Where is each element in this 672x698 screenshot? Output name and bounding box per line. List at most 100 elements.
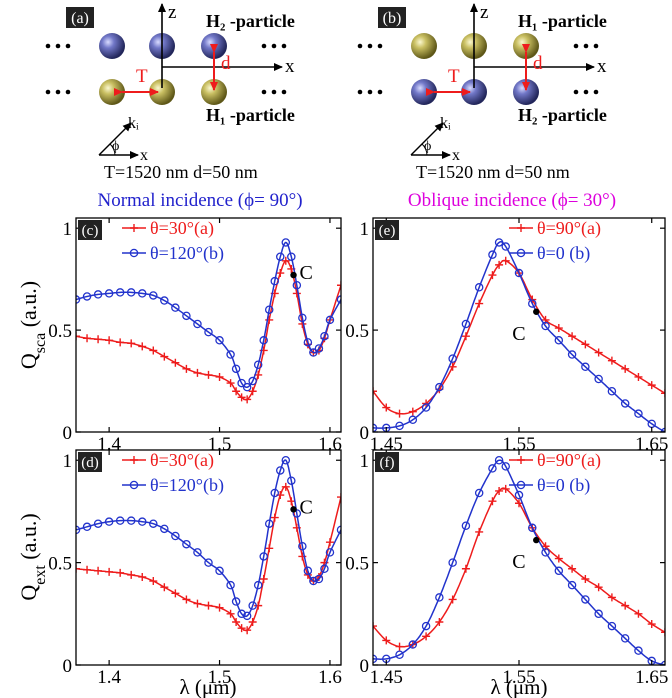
bottom-particle-label: H₂ -particle — [518, 105, 607, 125]
data-point — [514, 268, 524, 278]
data-point — [104, 517, 114, 526]
k-x-label: x — [452, 147, 460, 164]
data-point — [475, 299, 484, 308]
data-point — [138, 342, 147, 351]
data-point — [204, 601, 213, 610]
data-point — [83, 334, 92, 343]
ellipsis-dot — [65, 43, 71, 49]
data-point — [270, 513, 279, 522]
data-point — [281, 482, 290, 491]
data-point — [104, 289, 114, 298]
bottom-particle-label: H₁ -particle — [206, 105, 295, 125]
data-point — [634, 372, 643, 381]
data-point — [554, 566, 564, 576]
data-point — [215, 566, 224, 576]
k-vector-arrow — [410, 122, 444, 156]
data-point — [248, 601, 257, 610]
data-point — [160, 524, 169, 534]
data-point — [607, 356, 616, 365]
data-point — [494, 455, 504, 465]
data-point — [182, 595, 191, 604]
ellipsis-dot — [357, 89, 363, 95]
data-point — [568, 564, 577, 573]
ellipsis-dot — [367, 89, 373, 95]
data-point — [461, 521, 471, 531]
data-point — [93, 290, 103, 299]
x-tick-label: 1.65 — [635, 667, 668, 688]
data-point — [242, 611, 252, 621]
data-point — [232, 618, 241, 626]
legend-label: θ=120°(b) — [150, 475, 224, 496]
data-point — [276, 252, 285, 261]
series-b — [373, 238, 665, 432]
data-point — [474, 283, 484, 292]
y-axis-label-sca: Qsca (a.u.) — [16, 281, 49, 369]
data-point — [237, 378, 246, 388]
data-point — [448, 558, 457, 567]
data-point — [204, 327, 213, 337]
data-point — [514, 490, 524, 500]
data-point — [281, 455, 291, 465]
panel-label: (b) — [383, 10, 402, 27]
point-C-label: C — [300, 496, 313, 518]
data-point — [259, 575, 268, 583]
point-C-label: C — [300, 262, 313, 284]
data-point — [373, 423, 378, 432]
particle-bottom — [99, 79, 125, 105]
data-point — [171, 358, 180, 367]
data-point — [138, 572, 147, 581]
data-point — [395, 421, 404, 431]
data-point — [314, 344, 324, 353]
data-point — [461, 319, 471, 329]
data-point — [448, 595, 457, 604]
data-point — [231, 597, 241, 606]
heading-normal-incidence: Normal incidence (ϕ= 90°) — [97, 190, 302, 211]
x-tick-label: 1.6 — [318, 667, 342, 688]
ellipsis-dot — [281, 43, 287, 49]
data-point — [82, 522, 92, 532]
data-point — [494, 238, 504, 247]
series-line — [373, 459, 665, 665]
series-b — [373, 455, 665, 665]
data-point — [226, 350, 235, 359]
T-label: T — [448, 66, 460, 87]
y-tick-label: 1 — [63, 219, 73, 240]
data-point — [594, 374, 603, 384]
data-point — [215, 336, 224, 345]
legend-marker — [516, 248, 526, 258]
data-point — [541, 548, 550, 557]
particle-top — [99, 33, 125, 59]
data-point — [204, 370, 213, 379]
data-point — [501, 256, 510, 265]
data-point — [94, 335, 103, 344]
data-point — [281, 256, 290, 265]
x-axis-label: λ (μm) — [179, 675, 236, 698]
y-tick-label: 0.5 — [48, 554, 72, 575]
data-point — [541, 321, 550, 331]
data-point — [337, 281, 341, 290]
panel-label-box — [378, 7, 406, 28]
data-point — [253, 580, 263, 590]
data-point — [408, 407, 417, 416]
data-point — [248, 387, 257, 396]
series-a — [373, 484, 665, 651]
data-point — [287, 476, 296, 485]
data-point — [395, 642, 404, 651]
data-point — [422, 632, 431, 641]
data-point — [382, 636, 391, 645]
data-point — [254, 601, 263, 610]
ellipsis-dot — [367, 43, 373, 49]
data-point — [488, 464, 497, 473]
data-point — [94, 566, 103, 575]
data-point — [226, 580, 235, 590]
data-point — [265, 315, 274, 324]
k-x-label: x — [140, 147, 148, 164]
particle-top — [411, 33, 437, 59]
panel-label: (f) — [380, 455, 395, 471]
panel-label-box — [78, 452, 102, 472]
series-a — [76, 482, 341, 635]
data-point — [634, 646, 643, 655]
x-axis-label: x — [597, 56, 607, 77]
point-C-label: C — [512, 551, 525, 573]
ellipsis-dot — [45, 43, 51, 49]
